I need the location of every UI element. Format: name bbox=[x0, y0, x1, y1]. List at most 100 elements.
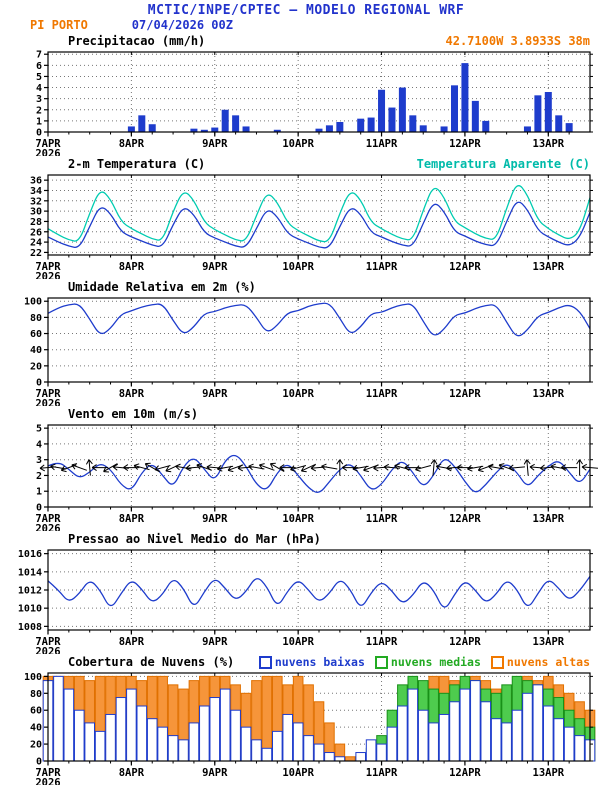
svg-text:0: 0 bbox=[36, 378, 42, 389]
panel-temperature: 2-m Temperatura (C) Temperatura Aparente… bbox=[0, 156, 612, 279]
panel-pressure: Pressao ao Nivel Medio do Mar (hPa) 1008… bbox=[0, 531, 612, 654]
temperature-title: 2-m Temperatura (C) bbox=[68, 157, 206, 171]
svg-text:80: 80 bbox=[30, 313, 42, 324]
svg-text:13APR: 13APR bbox=[533, 636, 565, 648]
svg-text:12APR: 12APR bbox=[449, 636, 481, 648]
panel-humidity: Umidade Relativa em 2m (%) 0 20 40 60 80 100 7… bbox=[0, 279, 612, 406]
humidity-plot: 0 20 40 60 80 100 7APR 8APR 9APR 10APR 11APR 12APR 1… bbox=[24, 297, 593, 406]
station-name: PI PORTO bbox=[30, 18, 88, 32]
svg-text:12APR: 12APR bbox=[449, 767, 481, 779]
svg-text:100: 100 bbox=[24, 672, 42, 683]
svg-text:10APR: 10APR bbox=[282, 388, 314, 400]
svg-text:12APR: 12APR bbox=[449, 138, 481, 150]
svg-text:80: 80 bbox=[30, 689, 42, 700]
legend-item-high-clouds: nuvens altas bbox=[490, 655, 590, 669]
svg-text:7APR: 7APR bbox=[35, 138, 61, 150]
svg-text:1014: 1014 bbox=[18, 567, 42, 578]
svg-text:2026: 2026 bbox=[35, 777, 60, 785]
svg-text:9APR: 9APR bbox=[202, 636, 228, 648]
low-clouds-swatch-icon bbox=[258, 655, 272, 669]
svg-text:7: 7 bbox=[36, 50, 42, 61]
svg-text:100: 100 bbox=[24, 297, 42, 308]
svg-text:8APR: 8APR bbox=[119, 388, 145, 400]
header-row: PI PORTO 07/04/2026 00Z bbox=[0, 18, 612, 33]
wind-plot: 0 1 2 3 4 5 7APR 8APR 9APR 10APR 11APR 12APR 13APR 20… bbox=[35, 424, 599, 531]
humidity-title-row: Umidade Relativa em 2m (%) bbox=[0, 279, 612, 294]
precipitation-title: Precipitacao (mm/h) bbox=[68, 34, 206, 48]
svg-text:60: 60 bbox=[30, 706, 42, 717]
svg-text:30: 30 bbox=[30, 207, 42, 218]
svg-text:2026: 2026 bbox=[35, 523, 60, 531]
panel-precipitation: Precipitacao (mm/h) 42.7100W 3.8933S 38m… bbox=[0, 33, 612, 156]
svg-text:12APR: 12APR bbox=[449, 388, 481, 400]
svg-text:11APR: 11APR bbox=[366, 513, 398, 525]
svg-text:1008: 1008 bbox=[18, 622, 42, 633]
svg-text:7APR: 7APR bbox=[35, 261, 61, 273]
temperature-title-row: 2-m Temperatura (C) Temperatura Aparente… bbox=[0, 156, 612, 171]
run-datetime: 07/04/2026 00Z bbox=[131, 18, 233, 32]
svg-text:11APR: 11APR bbox=[366, 138, 398, 150]
clouds-title-row: Cobertura de Nuvens (%) nuvens baixas nu… bbox=[0, 654, 612, 669]
wind-title: Vento em 10m (m/s) bbox=[68, 407, 199, 421]
svg-text:4: 4 bbox=[36, 83, 42, 94]
svg-text:24: 24 bbox=[30, 238, 42, 249]
svg-text:7APR: 7APR bbox=[35, 636, 61, 648]
apparent-temperature-label: Temperatura Aparente (C) bbox=[416, 157, 590, 171]
svg-text:7APR: 7APR bbox=[35, 513, 61, 525]
svg-text:10APR: 10APR bbox=[282, 636, 314, 648]
svg-text:5: 5 bbox=[36, 72, 42, 83]
svg-text:20: 20 bbox=[30, 361, 42, 372]
svg-text:3: 3 bbox=[36, 94, 42, 105]
svg-text:11APR: 11APR bbox=[366, 767, 398, 779]
svg-text:13APR: 13APR bbox=[533, 138, 565, 150]
svg-text:11APR: 11APR bbox=[366, 388, 398, 400]
svg-text:1: 1 bbox=[36, 487, 42, 498]
mid-clouds-label: nuvens medias bbox=[390, 655, 481, 669]
svg-text:10APR: 10APR bbox=[282, 138, 314, 150]
svg-text:1012: 1012 bbox=[18, 586, 42, 597]
svg-text:1: 1 bbox=[36, 116, 42, 127]
svg-text:26: 26 bbox=[30, 227, 42, 238]
svg-text:10APR: 10APR bbox=[282, 513, 314, 525]
svg-text:9APR: 9APR bbox=[202, 767, 228, 779]
svg-text:60: 60 bbox=[30, 329, 42, 340]
mid-clouds-swatch-icon bbox=[374, 655, 388, 669]
svg-text:0: 0 bbox=[36, 128, 42, 139]
svg-text:6: 6 bbox=[36, 61, 42, 72]
svg-text:9APR: 9APR bbox=[202, 261, 228, 273]
svg-text:0: 0 bbox=[36, 503, 42, 514]
svg-text:0: 0 bbox=[36, 757, 42, 768]
svg-text:8APR: 8APR bbox=[119, 767, 145, 779]
low-clouds-label: nuvens baixas bbox=[274, 655, 365, 669]
svg-text:2026: 2026 bbox=[35, 646, 60, 654]
clouds-plot: 0 20 40 60 80 100 7APR 8APR 9APR 10APR 11APR 12APR 1… bbox=[24, 672, 596, 785]
svg-text:2: 2 bbox=[36, 105, 42, 116]
svg-text:13APR: 13APR bbox=[533, 513, 565, 525]
svg-text:40: 40 bbox=[30, 345, 42, 356]
svg-text:2026: 2026 bbox=[35, 398, 60, 406]
svg-text:36: 36 bbox=[30, 176, 42, 187]
panel-wind: Vento em 10m (m/s) 0 1 2 3 4 5 7APR 8APR 9APR 10A… bbox=[0, 406, 612, 531]
svg-text:9APR: 9APR bbox=[202, 138, 228, 150]
station-coordinates: 42.7100W 3.8933S 38m bbox=[445, 34, 591, 48]
svg-text:13APR: 13APR bbox=[533, 261, 565, 273]
svg-text:40: 40 bbox=[30, 723, 42, 734]
svg-text:1016: 1016 bbox=[18, 549, 42, 560]
svg-text:12APR: 12APR bbox=[449, 261, 481, 273]
cloud-legend: nuvens baixas nuvens medias nuvens altas bbox=[258, 655, 590, 669]
svg-text:9APR: 9APR bbox=[202, 388, 228, 400]
svg-text:11APR: 11APR bbox=[366, 261, 398, 273]
svg-text:32: 32 bbox=[30, 196, 42, 207]
svg-text:12APR: 12APR bbox=[449, 513, 481, 525]
pressure-title-row: Pressao ao Nivel Medio do Mar (hPa) bbox=[0, 531, 612, 546]
svg-text:5: 5 bbox=[36, 424, 42, 435]
clouds-title: Cobertura de Nuvens (%) bbox=[68, 655, 235, 669]
pressure-title: Pressao ao Nivel Medio do Mar (hPa) bbox=[68, 532, 321, 546]
high-clouds-swatch-icon bbox=[490, 655, 504, 669]
svg-text:22: 22 bbox=[30, 248, 42, 259]
pressure-plot: 1008 1010 1012 1014 1016 7APR 8APR 9APR 10APR 11A… bbox=[18, 549, 593, 654]
legend-item-low-clouds: nuvens baixas bbox=[258, 655, 365, 669]
